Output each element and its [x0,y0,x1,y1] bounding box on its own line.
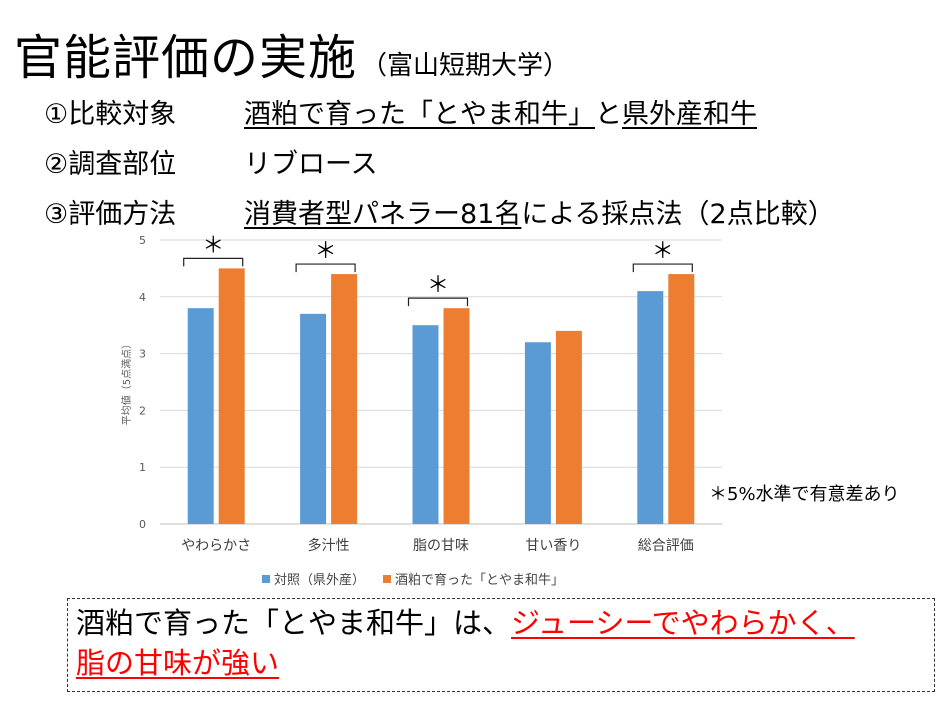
y-tick-label: 2 [139,404,146,417]
info-text: リブロース [244,149,378,180]
bar [187,308,214,524]
info-value: リブロース [244,142,378,181]
bar [524,342,551,524]
y-tick-label: 0 [139,518,146,531]
info-text-underlined: 酒粕で育った「とやま和牛」 [244,99,595,130]
significance-bracket [632,263,693,273]
conclusion-highlight-1: ジューシーでやわらかく、 [511,606,855,640]
bar [555,330,582,524]
significance-asterisk: ＊ [652,239,674,264]
info-text: による採点法（2点比較） [521,199,835,230]
y-tick-label: 1 [139,461,146,474]
conclusion-prefix: 酒粕で育った「とやま和牛」は、 [76,606,512,640]
bar [443,308,470,524]
info-label: ②調査部位 [44,149,177,180]
legend-swatch-control [262,574,270,583]
info-label: ③評価方法 [44,199,177,230]
page-title: 官能評価の実施 （富山短期大学） [14,18,569,88]
x-tick-label: 多汁性 [308,537,350,554]
significance-bracket [295,263,356,273]
significance-note: ＊5%水準で有意差あり [709,484,900,505]
conclusion-box: 酒粕で育った「とやま和牛」は、ジューシーでやわらかく、脂の甘味が強い [67,598,935,692]
info-value: 消費者型パネラー81名による採点法（2点比較） [244,192,835,231]
info-text-underlined: 消費者型パネラー81名 [244,199,522,230]
info-value: 酒粕で育った「とやま和牛」と県外産和牛 [244,92,757,131]
conclusion-highlight-2: 脂の甘味が強い [76,646,280,680]
y-axis-label: 平均値（5点満点） [120,339,133,425]
bar [412,325,439,524]
significance-bracket [407,297,469,307]
info-text: と [595,99,622,130]
significance-asterisk: ＊ [427,273,449,298]
chart-legend: 対照（県外産） 酒粕で育った「とやま和牛」 [262,569,582,588]
legend-swatch-toyama [383,574,392,583]
legend-label: 酒粕で育った「とやま和牛」 [395,573,565,588]
y-tick-label: 4 [139,291,146,304]
title-main: 官能評価の実施 [14,30,358,86]
legend-label: 対照（県外産） [274,573,366,588]
legend-item-toyama: 酒粕で育った「とやま和牛」 [383,569,564,588]
significance-bracket [183,257,244,267]
info-text-underlined: 県外産和牛 [622,99,757,130]
x-tick-label: 総合評価 [638,538,694,554]
x-tick-label: 甘い香り [525,538,581,554]
significance-asterisk: ＊ [315,239,337,264]
bar [300,313,327,524]
title-sub: （富山短期大学） [361,51,570,81]
bar [331,274,358,524]
x-tick-label: 脂の甘味 [413,538,469,554]
bar [218,268,245,524]
y-tick-label: 5 [139,234,146,247]
legend-item-control: 対照（県外産） [262,569,365,588]
y-tick-label: 3 [139,348,146,361]
bar [637,291,664,524]
bar-chart: 0 1 2 3 4 5 平均値（5点満点） やわらかさ ＊ 多汁性 ＊ 脂の甘味 ＊ 甘い香り 総合評価 ＊ [120,233,722,554]
bar [668,274,695,524]
x-tick-label: やわらかさ [181,538,251,554]
info-label: ①比較対象 [44,99,177,130]
significance-asterisk: ＊ [202,233,224,258]
